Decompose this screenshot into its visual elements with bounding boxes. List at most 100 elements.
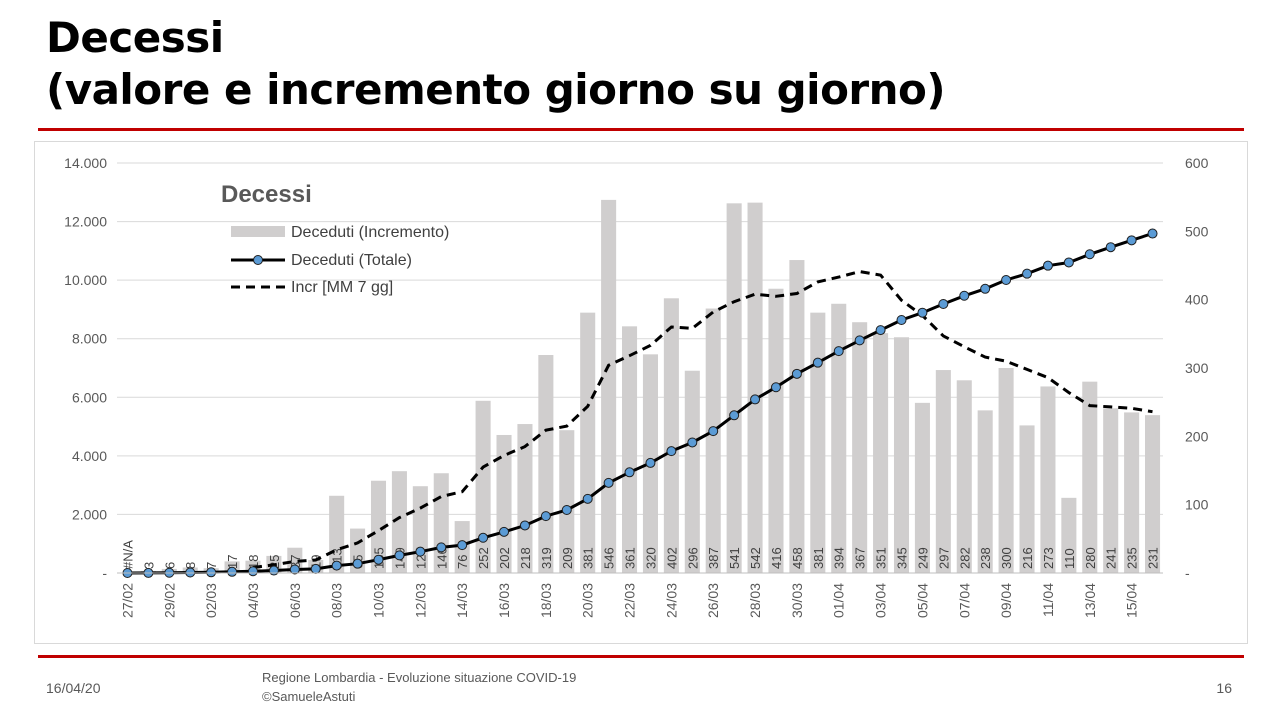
bar — [370, 480, 387, 573]
bar — [601, 199, 617, 573]
slide-title-line1: Decessi — [46, 13, 224, 62]
data-label: 202 — [497, 547, 512, 569]
x-tick-label: 08/03 — [329, 583, 345, 618]
data-label: 241 — [1104, 547, 1119, 569]
data-label: 17 — [225, 555, 240, 569]
x-tick-label: 11/04 — [1040, 583, 1056, 617]
chart-title: Decessi — [221, 181, 312, 208]
x-tick-label: 07/04 — [956, 583, 972, 618]
bar — [1082, 381, 1098, 573]
line-point — [938, 299, 949, 310]
footer-source-line2: ©SamueleAstuti — [262, 689, 356, 704]
legend-swatch-bar — [231, 226, 285, 237]
data-label: #N/A — [120, 540, 135, 569]
line-point — [1105, 242, 1116, 253]
y-left-tick-label: 4.000 — [72, 448, 107, 464]
line-point — [1022, 268, 1033, 279]
bar — [580, 312, 596, 573]
data-label: 387 — [706, 547, 721, 569]
line-point — [833, 346, 844, 357]
bar — [893, 337, 910, 573]
line-point — [624, 467, 635, 478]
bar — [768, 288, 784, 573]
line-point — [854, 335, 865, 346]
data-label: 235 — [1125, 547, 1140, 569]
bar — [747, 202, 763, 573]
line-point — [896, 315, 907, 326]
line-point — [415, 546, 426, 557]
x-tick-label: 13/04 — [1082, 583, 1098, 618]
data-label: 238 — [978, 547, 993, 569]
bar — [1019, 425, 1035, 573]
legend-label-moving-average: Incr [MM 7 gg] — [291, 279, 393, 296]
bar — [705, 308, 721, 573]
line-point — [227, 566, 238, 577]
data-label: 542 — [748, 547, 763, 569]
bar — [663, 298, 679, 573]
y-left-tick-label: 8.000 — [72, 331, 107, 347]
line-point — [352, 558, 363, 569]
data-label: 402 — [664, 547, 679, 569]
data-label: 458 — [790, 547, 805, 569]
bar — [622, 326, 638, 573]
y-left-tick-label: 12.000 — [64, 214, 107, 230]
data-label: 381 — [811, 547, 826, 569]
data-label: 7 — [204, 562, 219, 569]
x-tick-label: 05/04 — [914, 583, 930, 618]
line-point — [666, 446, 677, 457]
data-label: 209 — [560, 547, 575, 569]
bar — [1103, 408, 1119, 573]
line-point — [750, 394, 761, 405]
legend-marker-total — [253, 255, 263, 265]
footer-source: Regione Lombardia - Evoluzione situazion… — [262, 668, 576, 706]
line-point — [770, 382, 781, 393]
y-right-tick-label: 400 — [1185, 292, 1209, 308]
line-point — [373, 554, 384, 565]
line-point — [310, 563, 321, 574]
x-tick-label: 02/03 — [203, 583, 219, 618]
y-left-tick-label: 2.000 — [72, 506, 107, 522]
x-tick-label: 27/02 — [119, 583, 135, 618]
x-tick-label: 12/03 — [412, 583, 428, 618]
bar — [391, 471, 407, 573]
data-label: 216 — [1020, 547, 1035, 569]
data-label: 218 — [518, 547, 533, 569]
x-tick-label: 20/03 — [580, 583, 596, 618]
y-right-tick-label: 100 — [1185, 497, 1209, 513]
data-label: 394 — [832, 547, 847, 569]
x-tick-label: 26/03 — [705, 583, 721, 618]
data-label: 345 — [895, 547, 910, 569]
bar — [1145, 415, 1161, 573]
bottom-divider — [38, 655, 1244, 658]
bar — [517, 424, 533, 573]
x-tick-label: 22/03 — [622, 583, 638, 618]
line-point — [687, 437, 698, 448]
x-tick-label: 15/04 — [1124, 583, 1140, 618]
y-left-tick-label: 14.000 — [64, 155, 107, 171]
series-line-moving-average — [252, 270, 1153, 569]
data-label: 249 — [915, 547, 930, 569]
y-left-tick-label: - — [102, 565, 107, 581]
bar — [935, 370, 951, 573]
data-label: 146 — [434, 547, 449, 569]
bar — [1061, 497, 1077, 573]
data-label: 273 — [1041, 547, 1056, 569]
slide-title: Decessi (valore e incremento giorno su g… — [46, 12, 946, 116]
line-point — [729, 410, 740, 421]
bar — [1040, 386, 1056, 573]
line-point — [331, 560, 342, 571]
data-label: 280 — [1083, 547, 1098, 569]
line-point — [875, 325, 886, 336]
chart-frame: - 2.000 4.000 6.000 8.000 10.000 12.000 14.000 -… — [34, 141, 1248, 644]
x-tick-label: 24/03 — [663, 583, 679, 618]
bar — [684, 370, 700, 573]
bar — [475, 400, 491, 573]
line-point — [1042, 260, 1053, 271]
bar — [956, 380, 972, 573]
data-label: 231 — [1146, 547, 1161, 569]
y-right-tick-label: 200 — [1185, 428, 1209, 444]
line-point — [645, 457, 656, 468]
bar — [496, 434, 512, 573]
line-point — [1063, 257, 1074, 268]
bar — [789, 260, 805, 573]
